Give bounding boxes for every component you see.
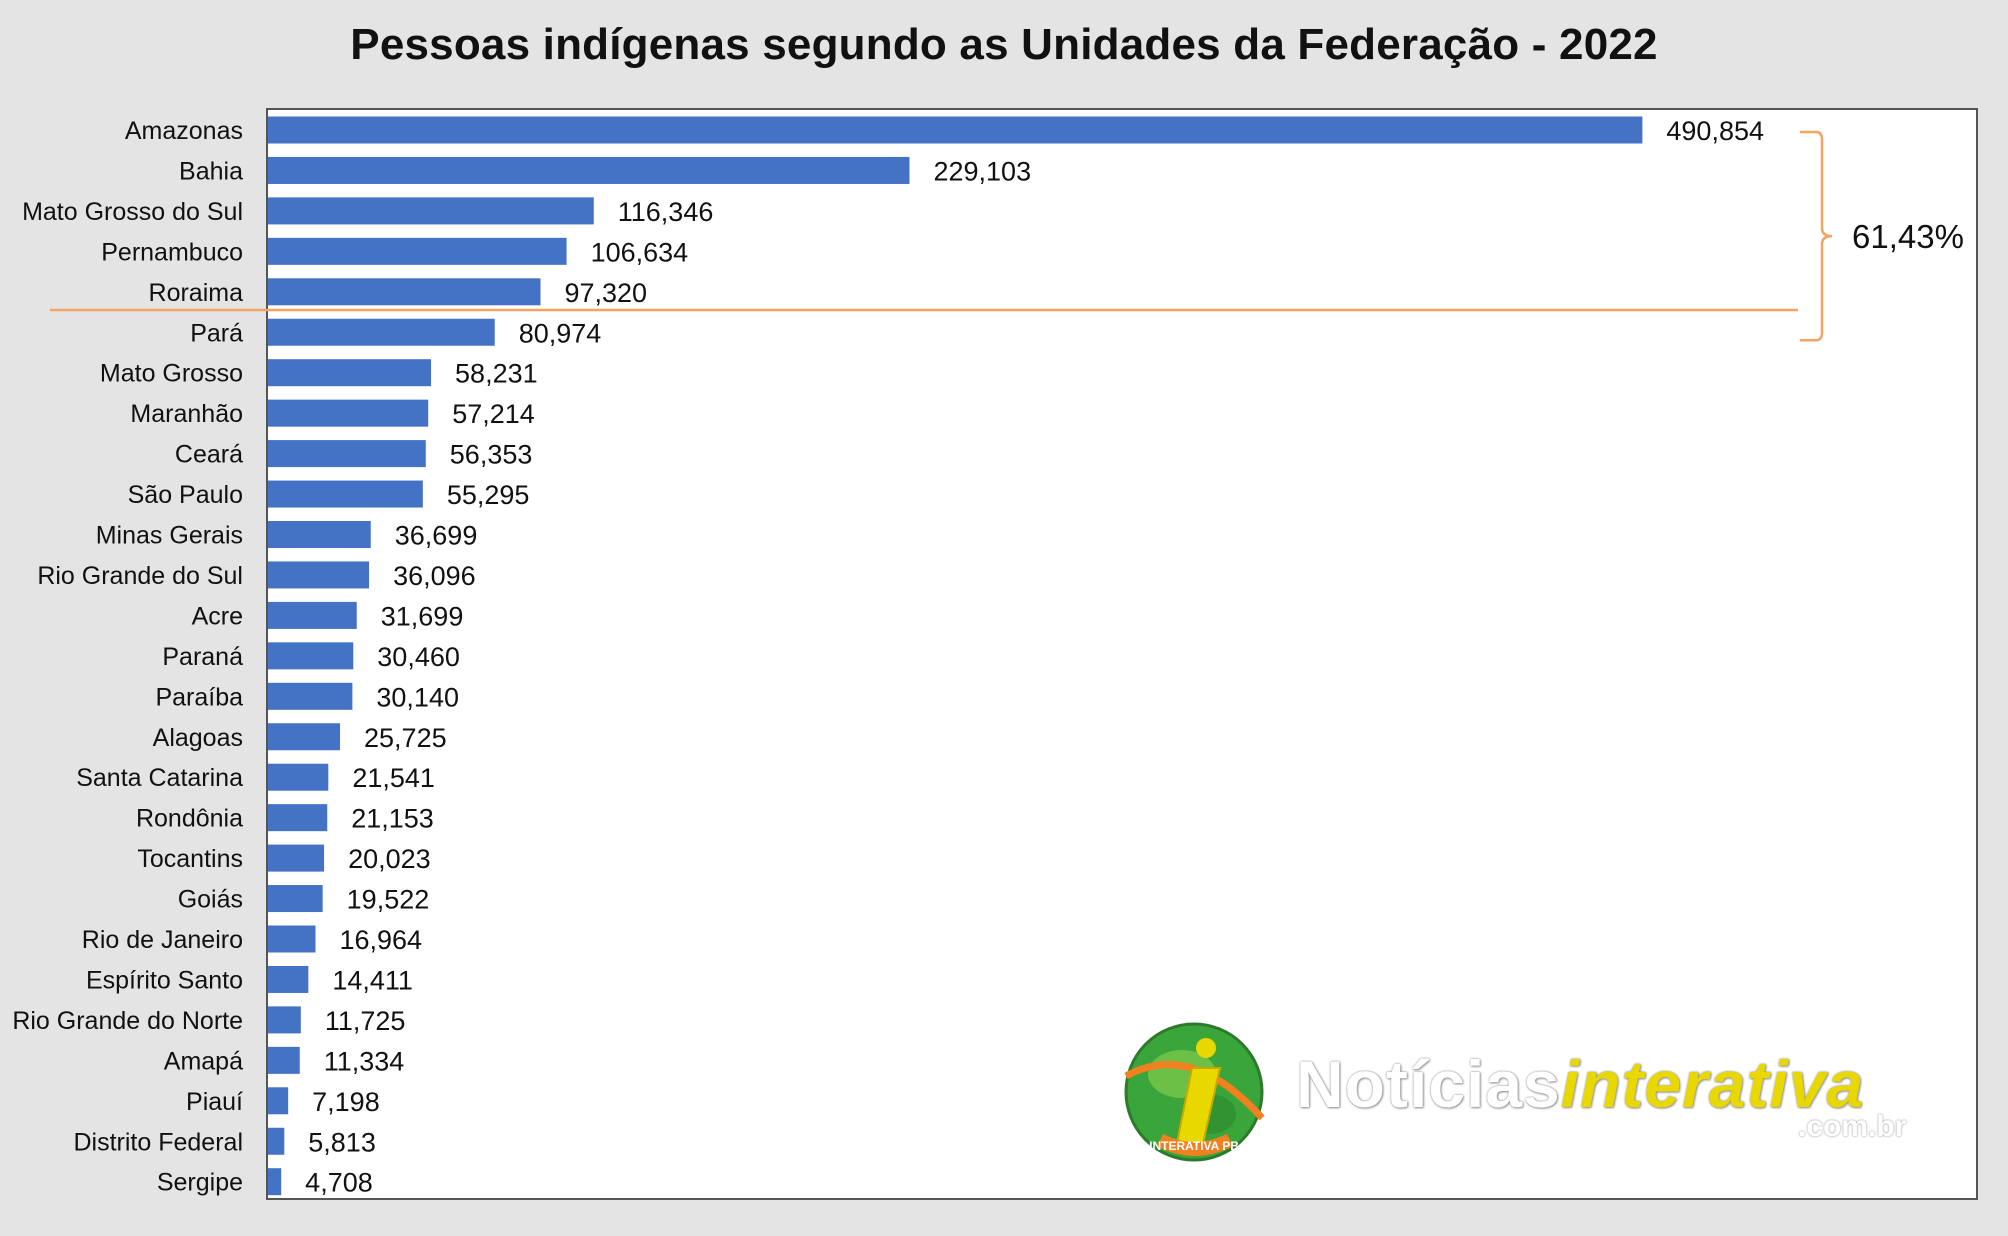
value-label: 55,295	[447, 480, 530, 510]
bar	[268, 844, 325, 872]
category-label: Santa Catarina	[76, 764, 243, 792]
value-label: 106,634	[591, 237, 689, 267]
category-label: Rondônia	[136, 805, 243, 833]
bar	[268, 278, 541, 306]
category-label: Pará	[190, 319, 243, 347]
category-label: Roraima	[149, 279, 244, 307]
bar	[268, 318, 495, 346]
bar	[268, 399, 429, 427]
value-label: 25,725	[364, 723, 447, 753]
value-label: 30,460	[377, 642, 460, 672]
value-label: 14,411	[332, 965, 413, 995]
bar	[268, 561, 370, 589]
bar	[268, 440, 426, 468]
value-label: 58,231	[455, 359, 538, 389]
category-label: Amapá	[164, 1047, 243, 1075]
category-label: Mato Grosso	[100, 360, 243, 388]
category-label: Tocantins	[137, 845, 243, 873]
watermark-domain: .com.br	[1798, 1110, 1907, 1143]
bar	[268, 521, 371, 548]
category-label: Alagoas	[153, 724, 243, 752]
bar	[268, 197, 594, 225]
category-label: Amazonas	[125, 117, 243, 145]
bar	[268, 601, 357, 629]
watermark-text: Notíciasinterativa	[1296, 1046, 1864, 1122]
value-label: 11,334	[324, 1046, 405, 1076]
bar	[268, 965, 309, 993]
category-label: Espírito Santo	[86, 966, 243, 994]
category-label: Distrito Federal	[74, 1128, 244, 1156]
category-label: Paraíba	[155, 683, 243, 711]
value-label: 36,096	[393, 561, 476, 591]
bar	[268, 359, 432, 387]
bar	[268, 885, 323, 913]
category-label: Goiás	[178, 886, 243, 914]
watermark-main: Notícias	[1296, 1047, 1561, 1121]
bar	[268, 1168, 282, 1196]
value-label: 57,214	[452, 399, 535, 429]
bar	[268, 682, 353, 710]
bar	[268, 1087, 289, 1115]
value-label: 21,153	[351, 804, 434, 834]
bar	[268, 480, 423, 508]
globe-logo-icon: INTERATIVA PB	[1124, 1022, 1265, 1162]
bar	[268, 156, 910, 184]
chart-title: Pessoas indígenas segundo as Unidades da…	[350, 20, 1658, 69]
category-label: Rio Grande do Sul	[37, 562, 243, 590]
value-label: 116,346	[618, 197, 714, 227]
category-label: São Paulo	[128, 481, 243, 509]
value-label: 5,813	[308, 1127, 376, 1157]
category-label: Ceará	[175, 441, 243, 469]
value-label: 30,140	[376, 682, 459, 712]
value-label: 56,353	[450, 440, 533, 470]
category-label: Pernambuco	[101, 238, 243, 266]
category-label: Piauí	[186, 1088, 243, 1116]
value-label: 19,522	[347, 885, 430, 915]
category-label: Paraná	[162, 643, 243, 671]
category-label: Acre	[192, 602, 243, 630]
bar	[268, 1127, 285, 1155]
value-label: 490,854	[1666, 116, 1764, 146]
value-label: 20,023	[348, 844, 431, 874]
bar	[268, 804, 328, 832]
svg-text:INTERATIVA PB: INTERATIVA PB	[1149, 1139, 1239, 1153]
category-label: Mato Grosso do Sul	[22, 198, 243, 226]
bar	[268, 763, 329, 791]
bar	[268, 642, 354, 670]
value-label: 229,103	[933, 156, 1031, 186]
value-label: 4,708	[305, 1168, 373, 1198]
bar	[268, 237, 567, 265]
bar	[268, 1006, 301, 1034]
category-label: Rio Grande do Norte	[12, 1007, 243, 1035]
plot-area	[266, 108, 1978, 1200]
bar	[268, 723, 341, 751]
watermark-highlight: interativa	[1560, 1047, 1865, 1121]
category-label: Minas Gerais	[96, 522, 243, 550]
value-label: 16,964	[339, 925, 422, 955]
value-label: 97,320	[564, 278, 647, 308]
value-label: 11,725	[325, 1006, 406, 1036]
value-label: 31,699	[381, 601, 464, 631]
value-label: 7,198	[312, 1087, 380, 1117]
bar	[268, 1046, 300, 1074]
category-label: Maranhão	[130, 400, 243, 428]
bar	[268, 116, 1643, 144]
watermark-logo: INTERATIVA PB Notíciasinterativa .com.br	[1122, 1018, 1922, 1168]
value-label: 21,541	[352, 763, 435, 793]
value-label: 36,699	[395, 521, 478, 551]
percentage-annotation: 61,43%	[1852, 218, 1964, 255]
category-label: Rio de Janeiro	[82, 926, 243, 954]
value-label: 80,974	[519, 318, 602, 348]
category-label: Bahia	[179, 157, 243, 185]
category-label: Sergipe	[157, 1169, 243, 1197]
bracket	[1800, 130, 1833, 342]
bar	[268, 925, 316, 953]
